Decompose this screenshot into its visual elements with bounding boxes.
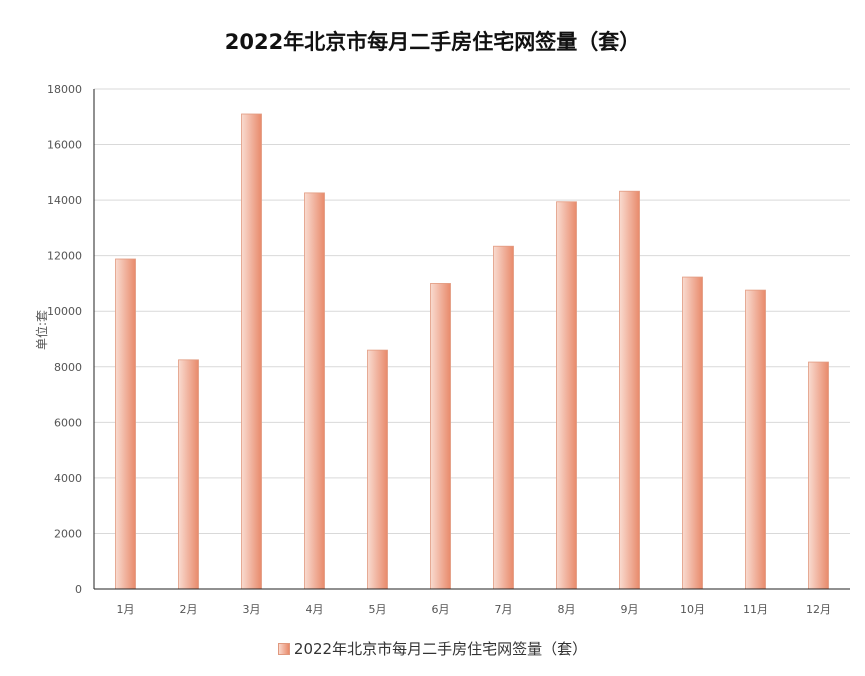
x-tick-label: 7月 bbox=[495, 603, 513, 616]
bar-8 bbox=[556, 201, 577, 590]
y-tick-label: 6000 bbox=[54, 416, 82, 429]
y-axis-ticks: 0 2000 4000 6000 8000 10000 12000 14000 16000 180… bbox=[47, 83, 82, 596]
x-tick-label: 10月 bbox=[680, 603, 705, 616]
y-tick-label: 8000 bbox=[54, 361, 82, 374]
legend: 2022年北京市每月二手房住宅网签量（套） bbox=[0, 638, 865, 659]
x-tick-label: 12月 bbox=[806, 603, 831, 616]
y-tick-label: 16000 bbox=[47, 139, 82, 152]
bar-10 bbox=[682, 276, 703, 590]
x-tick-label: 6月 bbox=[432, 603, 450, 616]
y-axis-label: 单位:套 bbox=[34, 310, 49, 350]
x-tick-label: 5月 bbox=[369, 603, 387, 616]
x-tick-label: 8月 bbox=[558, 603, 576, 616]
legend-label: 2022年北京市每月二手房住宅网签量（套） bbox=[293, 640, 588, 658]
bar-9 bbox=[619, 190, 640, 590]
x-tick-label: 9月 bbox=[621, 603, 639, 616]
y-tick-label: 10000 bbox=[47, 305, 82, 318]
bar-1 bbox=[115, 258, 136, 590]
y-tick-label: 0 bbox=[75, 583, 82, 596]
bar-4 bbox=[304, 192, 325, 590]
x-tick-label: 11月 bbox=[743, 603, 768, 616]
bar-2 bbox=[178, 359, 199, 590]
bar-5 bbox=[367, 349, 388, 590]
bars bbox=[115, 113, 829, 590]
x-tick-label: 1月 bbox=[117, 603, 135, 616]
bar-3 bbox=[241, 113, 262, 590]
x-tick-label: 4月 bbox=[306, 603, 324, 616]
x-tick-label: 3月 bbox=[243, 603, 261, 616]
x-tick-label: 2月 bbox=[180, 603, 198, 616]
y-tick-label: 12000 bbox=[47, 250, 82, 263]
y-tick-label: 14000 bbox=[47, 194, 82, 207]
bar-11 bbox=[745, 289, 766, 590]
legend-swatch bbox=[277, 643, 290, 655]
bar-7 bbox=[493, 245, 514, 590]
bar-6 bbox=[430, 283, 451, 590]
y-tick-label: 2000 bbox=[54, 527, 82, 540]
x-axis-ticks: 1月 2月 3月 4月 5月 6月 7月 8月 9月 10月 11月 12月 bbox=[117, 603, 832, 616]
chart-title: 2022年北京市每月二手房住宅网签量（套） bbox=[224, 30, 641, 54]
y-tick-label: 18000 bbox=[47, 83, 82, 96]
y-tick-label: 4000 bbox=[54, 472, 82, 485]
gridlines bbox=[94, 88, 850, 534]
bar-12 bbox=[808, 361, 829, 590]
